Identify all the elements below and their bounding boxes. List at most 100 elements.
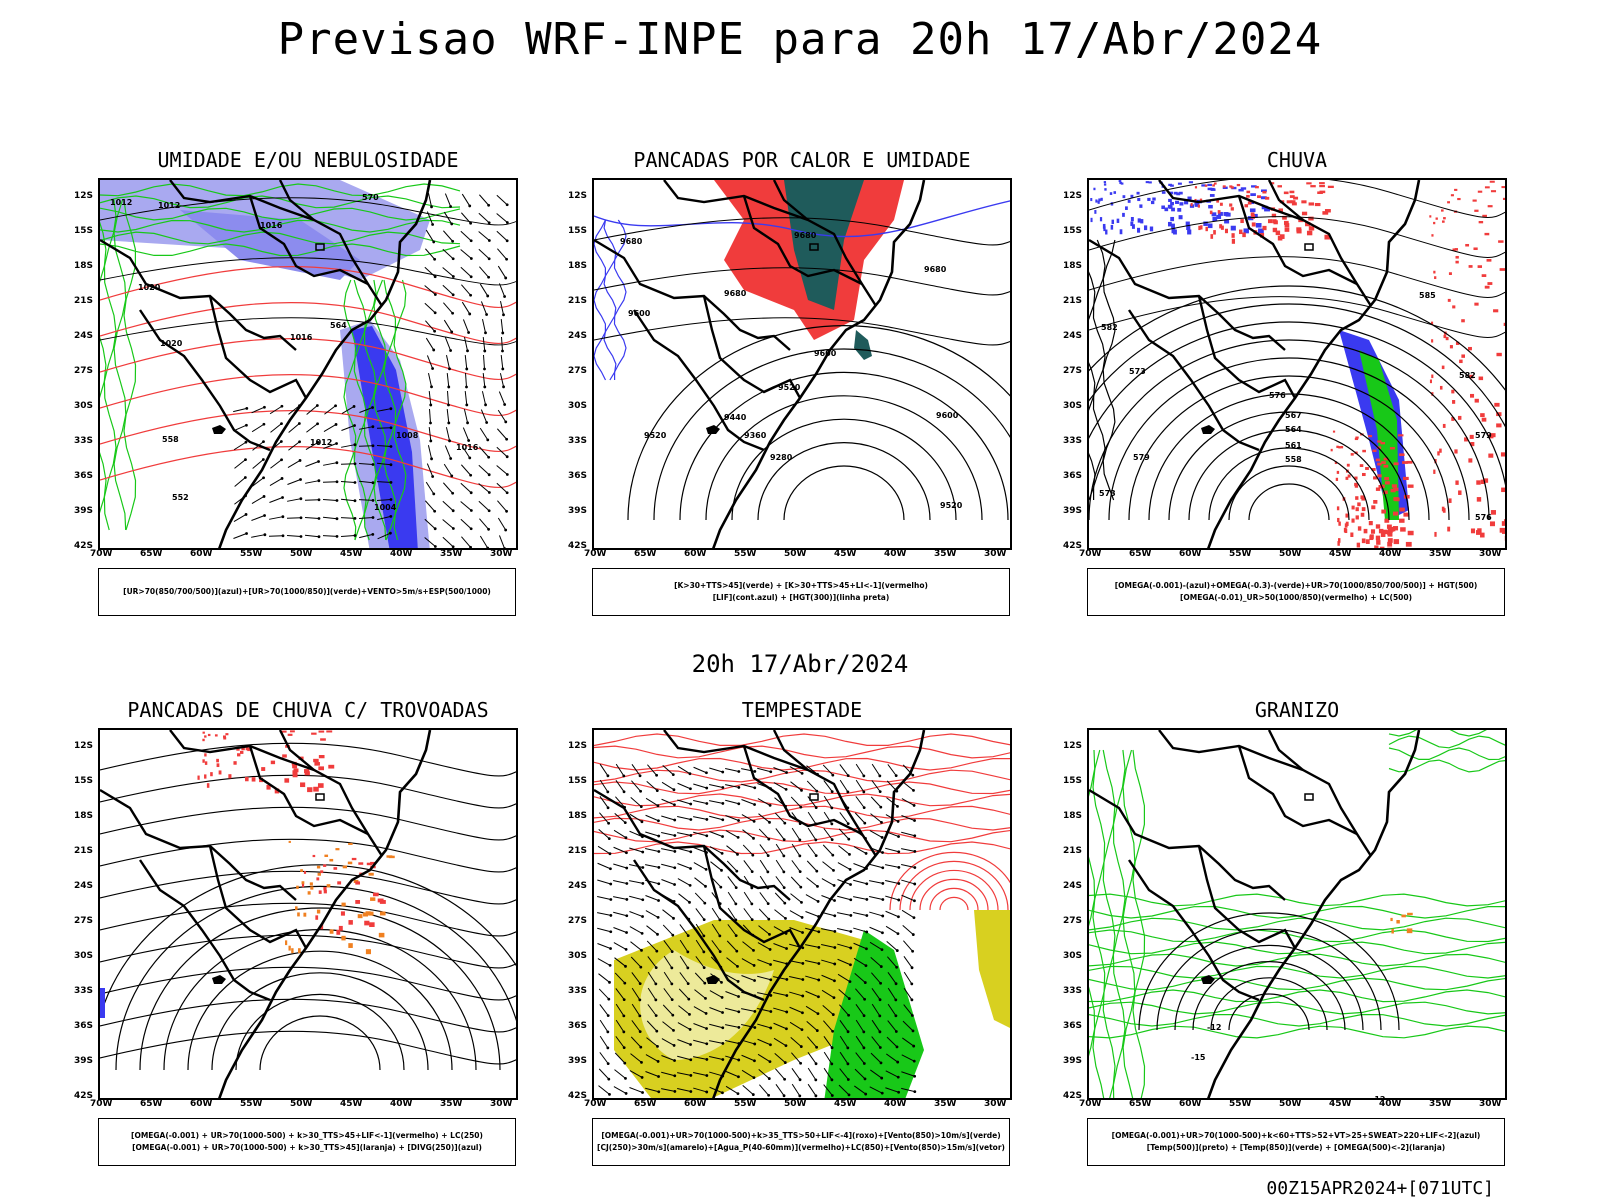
latitude-label: 18S (1063, 261, 1083, 271)
latitude-label: 27S (1063, 366, 1083, 376)
contour-label: 9680 (924, 265, 947, 274)
longitude-label: 55W (734, 1099, 757, 1109)
longitude-label: 70W (90, 549, 113, 559)
latitude-label: 12S (74, 741, 94, 751)
legend-line: [OMEGA(-0.001)+UR>70(1000-500)+k<60+TTS>… (1111, 1131, 1481, 1140)
contour-label: 9520 (940, 501, 963, 510)
contour-label: 1016 (456, 443, 479, 452)
latitude-label: 42S (568, 1091, 588, 1101)
longitude-label: 45W (834, 1099, 857, 1109)
longitude-label: 45W (340, 1099, 363, 1109)
legend-line: [UR>70(850/700/500)](azul)+[UR>70(1000/8… (123, 587, 491, 596)
legend-line: [Temp(500)](preto) + [Temp(850)](verde) … (1146, 1143, 1446, 1152)
latitude-label: 24S (74, 331, 94, 341)
map-graphic-umidade: 1012 1012 1016 1020 1020 1016 1012 1008 1004 1016… (100, 180, 516, 548)
legend-box-granizo: [OMEGA(-0.001)+UR>70(1000-500)+k<60+TTS>… (1087, 1118, 1505, 1166)
latitude-label: 42S (1063, 1091, 1083, 1101)
longitude-label: 50W (784, 1099, 807, 1109)
legend-line: [OMEGA(-0.001)-(azul)+OMEGA(-0.3)-(verde… (1114, 581, 1478, 590)
longitude-label: 45W (340, 549, 363, 559)
map-graphic-granizo: -12 -15 -12 (1089, 730, 1505, 1098)
latitude-label: 15S (568, 226, 588, 236)
longitude-label: 50W (784, 549, 807, 559)
latitude-label: 33S (568, 436, 588, 446)
longitude-label: 50W (290, 1099, 313, 1109)
latitude-label: 36S (74, 1021, 94, 1031)
contour-label: 1012 (310, 438, 332, 447)
latitude-label: 15S (1063, 226, 1083, 236)
latitude-label: 27S (568, 916, 588, 926)
longitude-label: 40W (1379, 1099, 1402, 1109)
contour-label: 9680 (794, 231, 817, 240)
latitude-label: 30S (568, 951, 588, 961)
longitude-label: 50W (1279, 1099, 1302, 1109)
contour-label: -15 (1191, 1053, 1206, 1062)
latitude-label: 15S (1063, 776, 1083, 786)
latitude-label: 33S (1063, 986, 1083, 996)
legend-line: [OMEGA(-0.001)+UR>70(1000-500)+k>35_TTS>… (601, 1131, 1001, 1140)
contour-label: 1012 (110, 198, 132, 207)
longitude-label: 70W (584, 549, 607, 559)
latitude-label: 21S (568, 296, 588, 306)
longitude-label: 60W (1179, 549, 1202, 559)
longitude-label: 35W (440, 1099, 463, 1109)
longitude-label: 35W (934, 549, 957, 559)
latitude-label: 24S (1063, 881, 1083, 891)
contour-label: 564 (1285, 425, 1302, 434)
longitude-label: 35W (934, 1099, 957, 1109)
longitude-label: 60W (1179, 1099, 1202, 1109)
contour-label: 558 (1285, 455, 1302, 464)
longitude-label: 55W (1229, 1099, 1252, 1109)
longitude-label: 65W (140, 1099, 163, 1109)
longitude-label: 35W (1429, 549, 1452, 559)
longitude-label: 55W (734, 549, 757, 559)
latitude-label: 36S (1063, 471, 1083, 481)
latitude-label: 24S (568, 881, 588, 891)
contour-label: 1004 (374, 503, 397, 512)
latitude-label: 36S (1063, 1021, 1083, 1031)
latitude-label: 30S (568, 401, 588, 411)
latitude-label: 12S (568, 191, 588, 201)
contour-label: 582 (1101, 323, 1118, 332)
longitude-label: 65W (1129, 1099, 1152, 1109)
map-tempestade (592, 728, 1012, 1100)
latitude-label: 21S (74, 296, 94, 306)
latitude-label: 27S (1063, 916, 1083, 926)
legend-box-tempestade: [OMEGA(-0.001)+UR>70(1000-500)+k>35_TTS>… (592, 1118, 1010, 1166)
longitude-label: 30W (1479, 549, 1502, 559)
contour-label: 579 (1133, 453, 1150, 462)
contour-label: 9520 (778, 383, 801, 392)
longitude-label: 30W (490, 549, 513, 559)
legend-box-pancadas-trovoadas: [OMEGA(-0.001) + UR>70(1000-500) + k>30_… (98, 1118, 516, 1166)
latitude-label: 30S (1063, 951, 1083, 961)
legend-line: [LIF](cont.azul) + [HGT(300)](linha pret… (712, 593, 890, 602)
latitude-label: 39S (568, 1056, 588, 1066)
longitude-label: 40W (390, 1099, 413, 1109)
longitude-label: 70W (584, 1099, 607, 1109)
latitude-label: 30S (1063, 401, 1083, 411)
latitude-label: 21S (1063, 296, 1083, 306)
latitude-label: 39S (74, 1056, 94, 1066)
longitude-label: 45W (834, 549, 857, 559)
latitude-label: 33S (568, 986, 588, 996)
panel-title-pancadas-calor: PANCADAS POR CALOR E UMIDADE (633, 148, 971, 172)
longitude-label: 60W (190, 549, 213, 559)
longitude-label: 70W (90, 1099, 113, 1109)
latitude-label: 39S (1063, 506, 1083, 516)
map-graphic-chuva: 585 582 579 576 573 567 564 561 558 579 576 573 582 (1089, 180, 1505, 548)
longitude-label: 30W (1479, 1099, 1502, 1109)
latitude-label: 12S (568, 741, 588, 751)
longitude-label: 55W (1229, 549, 1252, 559)
legend-box-chuva: [OMEGA(-0.001)-(azul)+OMEGA(-0.3)-(verde… (1087, 568, 1505, 616)
latitude-label: 33S (74, 986, 94, 996)
latitude-label: 12S (1063, 191, 1083, 201)
latitude-label: 21S (74, 846, 94, 856)
main-title: Previsao WRF-INPE para 20h 17/Abr/2024 (277, 14, 1323, 65)
contour-label: 573 (1099, 489, 1116, 498)
contour-label: 1012 (158, 201, 180, 210)
mid-title: 20h 17/Abr/2024 (691, 650, 909, 678)
legend-line: [OMEGA(-0.001) + UR>70(1000-500) + k>30_… (132, 1143, 482, 1152)
latitude-label: 18S (1063, 811, 1083, 821)
latitude-label: 36S (568, 1021, 588, 1031)
legend-line: [OMEGA(-0.01)_UR>50(1000/850)(vermelho) … (1179, 593, 1413, 602)
